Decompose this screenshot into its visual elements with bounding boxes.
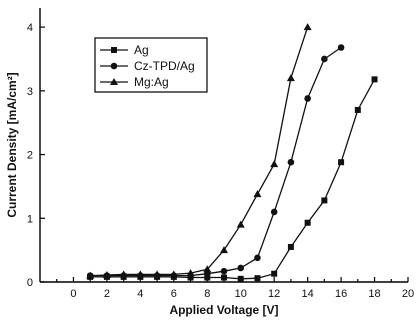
data-point-triangle [86, 271, 95, 279]
data-point-square [237, 275, 244, 282]
data-point-triangle [102, 270, 111, 278]
x-tick-label: 8 [204, 288, 210, 300]
data-point-triangle [119, 270, 128, 278]
legend-item: Cz-TPD/Ag [100, 59, 195, 73]
y-tick-label: 4 [27, 22, 33, 34]
data-point-triangle [236, 220, 245, 228]
data-point-triangle [136, 270, 145, 278]
series-line [90, 46, 342, 277]
y-tick-label: 1 [27, 213, 33, 225]
series-line [90, 26, 309, 277]
series-layer [86, 23, 378, 282]
data-point-circle [321, 55, 328, 63]
data-point-circle [110, 62, 118, 70]
data-point-circle [270, 208, 278, 216]
x-tick-label: 2 [104, 288, 110, 300]
legend-label: Ag [134, 43, 149, 57]
x-tick-label: 4 [137, 288, 143, 300]
data-point-triangle [286, 74, 295, 82]
x-tick-label: 20 [402, 288, 414, 300]
data-point-triangle [303, 23, 312, 31]
x-tick-label: 0 [70, 288, 76, 300]
legend-label: Mg:Ag [134, 75, 169, 89]
y-tick-label: 3 [27, 86, 33, 98]
data-point-triangle [203, 265, 212, 273]
data-point-triangle [253, 190, 262, 198]
y-tick-label: 2 [27, 150, 33, 162]
data-point-circle [304, 95, 311, 102]
data-point-circle [254, 254, 261, 262]
series-line [90, 79, 376, 280]
x-tick-label: 10 [235, 288, 247, 300]
data-point-square [338, 159, 345, 166]
data-point-square [371, 76, 378, 83]
data-point-triangle [186, 269, 195, 277]
data-point-square [354, 106, 361, 113]
legend-label: Cz-TPD/Ag [134, 59, 195, 73]
data-point-square [254, 275, 261, 282]
data-point-square [204, 274, 211, 281]
data-point-circle [220, 267, 228, 275]
legend: Ag Cz-TPD/Ag Mg:Ag [94, 37, 208, 93]
data-point-circle [237, 264, 245, 272]
series-triangle [86, 23, 312, 279]
data-point-circle [287, 158, 295, 166]
data-point-circle [337, 44, 345, 51]
data-point-triangle [220, 246, 228, 254]
data-point-triangle [169, 270, 178, 278]
data-point-square [304, 219, 311, 226]
y-axis-title: Current Density [mA/cm²] [5, 72, 19, 217]
x-tick-label: 6 [171, 288, 177, 300]
data-point-square [287, 243, 294, 250]
y-tick-label: 0 [27, 277, 33, 289]
x-tick-label: 12 [268, 288, 280, 300]
x-tick-label: 14 [302, 288, 314, 300]
x-tick-label: 16 [335, 288, 347, 300]
legend-item: Mg:Ag [100, 75, 169, 89]
data-point-square [221, 274, 227, 281]
x-axis-title: Applied Voltage [V] [169, 303, 278, 317]
data-point-triangle [110, 78, 118, 85]
data-point-square [111, 47, 117, 53]
data-point-square [321, 197, 328, 204]
data-point-square [271, 270, 278, 277]
legend-item: Ag [100, 43, 149, 57]
data-point-triangle [270, 160, 279, 168]
series-square [87, 76, 378, 282]
data-point-triangle [153, 270, 162, 278]
x-tick-label: 18 [368, 288, 380, 300]
